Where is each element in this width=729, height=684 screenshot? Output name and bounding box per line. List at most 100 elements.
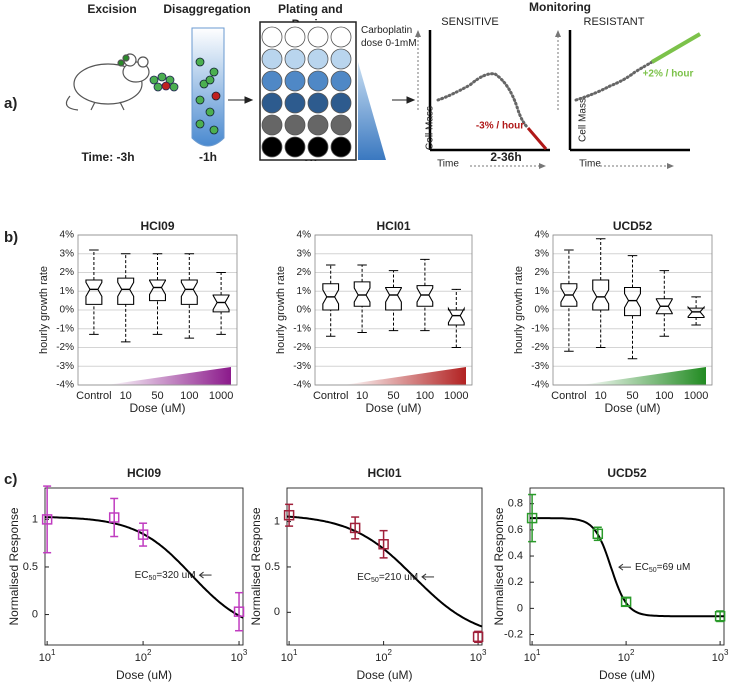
chart-title: HCI01 <box>367 466 401 480</box>
x-tick-label: 103 <box>712 648 729 664</box>
y-tick-label: -2% <box>531 342 549 353</box>
x-tick-label: 101 <box>524 648 541 664</box>
y-tick-label: 0 <box>274 606 280 618</box>
box <box>416 285 434 307</box>
y-tick-label: 0.5 <box>265 561 280 573</box>
box <box>592 279 610 311</box>
y-tick-label: 0.2 <box>508 576 523 588</box>
y-tick-label: 2% <box>535 267 550 278</box>
x-tick-base: 10 <box>375 652 387 664</box>
data-point <box>472 631 484 643</box>
x-tick-label: 103 <box>231 648 248 664</box>
dose-wedge <box>581 367 706 385</box>
mouse <box>65 53 150 111</box>
x-tick-base: 10 <box>231 652 243 664</box>
y-tick-label: 0% <box>60 305 75 316</box>
x-tick-label: 1000 <box>444 390 468 402</box>
y-tick-label: 0.4 <box>508 550 523 562</box>
fit-curve <box>530 517 724 618</box>
x-tick-label: 10 <box>120 390 132 402</box>
y-tick-label: 4% <box>60 230 75 241</box>
data-point <box>233 606 245 617</box>
x-tick-label: 50 <box>387 390 399 402</box>
data-point <box>283 509 295 521</box>
x-tick-label: 101 <box>281 648 298 664</box>
plot-frame <box>314 234 473 386</box>
dose-wedge <box>343 367 466 385</box>
y-tick-label: 0 <box>32 608 38 620</box>
x-tick-label: 10 <box>356 390 368 402</box>
monitor-rate: -3% / hour <box>476 121 524 132</box>
chart-title: HCI09 <box>127 466 161 480</box>
ec50-label-subscript: 50 <box>149 575 157 582</box>
y-tick-label: 1% <box>60 286 75 297</box>
x-tick-label: 103 <box>470 648 487 664</box>
data-point <box>108 512 120 523</box>
ec50-label: EC50=210 uM <box>357 572 418 584</box>
panel-label: b) <box>4 229 18 246</box>
y-tick-label: -4% <box>56 380 74 391</box>
x-tick-label: Control <box>313 390 348 402</box>
data-point <box>137 529 149 540</box>
y-tick-label: -1% <box>293 323 311 334</box>
step-title-line: Plating and <box>278 2 343 16</box>
y-tick-label: 1% <box>535 286 550 297</box>
box <box>623 286 642 317</box>
box <box>322 283 340 311</box>
x-tick-base: 10 <box>281 652 293 664</box>
y-axis-label: hourly growth rate <box>275 266 287 354</box>
plot-frame <box>552 234 713 386</box>
x-tick-label: 102 <box>375 648 392 664</box>
box <box>85 279 103 305</box>
monitor-x-label: Time <box>437 159 459 170</box>
y-axis-label: Normalised Response <box>7 507 21 625</box>
flow-arrow <box>228 96 416 104</box>
x-axis-label: Dose (uM) <box>116 668 172 682</box>
ec50-label-suffix: =69 uM <box>657 562 691 573</box>
chart-title: HCI01 <box>376 219 410 233</box>
y-tick-label: 4% <box>535 230 550 241</box>
ec50-label-suffix: =210 uM <box>379 572 418 583</box>
monitor-y-label: Cell Mass <box>425 106 436 150</box>
data-point <box>714 610 726 622</box>
y-axis-label: hourly growth rate <box>38 266 50 354</box>
x-tick-base: 10 <box>470 652 482 664</box>
x-tick-exponent: 1 <box>536 648 541 657</box>
y-tick-label: -2% <box>56 342 74 353</box>
monitor-graph: SENSITIVE Cell Mass Time -3% / hour <box>415 16 550 170</box>
x-axis-label: Dose (uM) <box>604 401 660 415</box>
panel-label: a) <box>4 95 17 112</box>
cell-cluster <box>149 72 179 92</box>
y-tick-label: 3% <box>60 248 75 259</box>
chart-title: HCI09 <box>140 219 174 233</box>
y-tick-label: 4% <box>297 230 312 241</box>
box <box>353 281 371 307</box>
x-axis-label: Dose (uM) <box>365 401 421 415</box>
x-tick-exponent: 1 <box>293 648 298 657</box>
plot-frame <box>44 487 244 646</box>
test-tube <box>191 27 225 147</box>
y-tick-label: -4% <box>531 380 549 391</box>
x-tick-exponent: 3 <box>243 648 248 657</box>
x-tick-base: 10 <box>618 652 630 664</box>
box-chart: UCD52 -4% -3% -2% -1% 0% 1% 2% 3% 4% hourly growth… <box>513 219 713 415</box>
x-axis-label: Dose (uM) <box>599 668 655 682</box>
chart-title: UCD52 <box>607 466 647 480</box>
box <box>560 283 578 307</box>
data-point <box>592 528 604 540</box>
y-axis-label: hourly growth rate <box>513 266 525 354</box>
ec50-label-subscript: 50 <box>649 567 657 574</box>
x-tick-base: 10 <box>524 652 536 664</box>
x-tick-exponent: 2 <box>630 648 635 657</box>
x-tick-label: 10 <box>595 390 607 402</box>
box <box>149 279 166 302</box>
y-tick-label: -3% <box>56 361 74 372</box>
step-time: 2-36h <box>490 150 521 164</box>
box <box>212 294 230 313</box>
monitor-x-label: Time <box>579 159 601 170</box>
x-tick-label: 101 <box>39 648 56 664</box>
chart-title: UCD52 <box>613 219 653 233</box>
x-tick-base: 10 <box>712 652 724 664</box>
box <box>385 286 402 311</box>
